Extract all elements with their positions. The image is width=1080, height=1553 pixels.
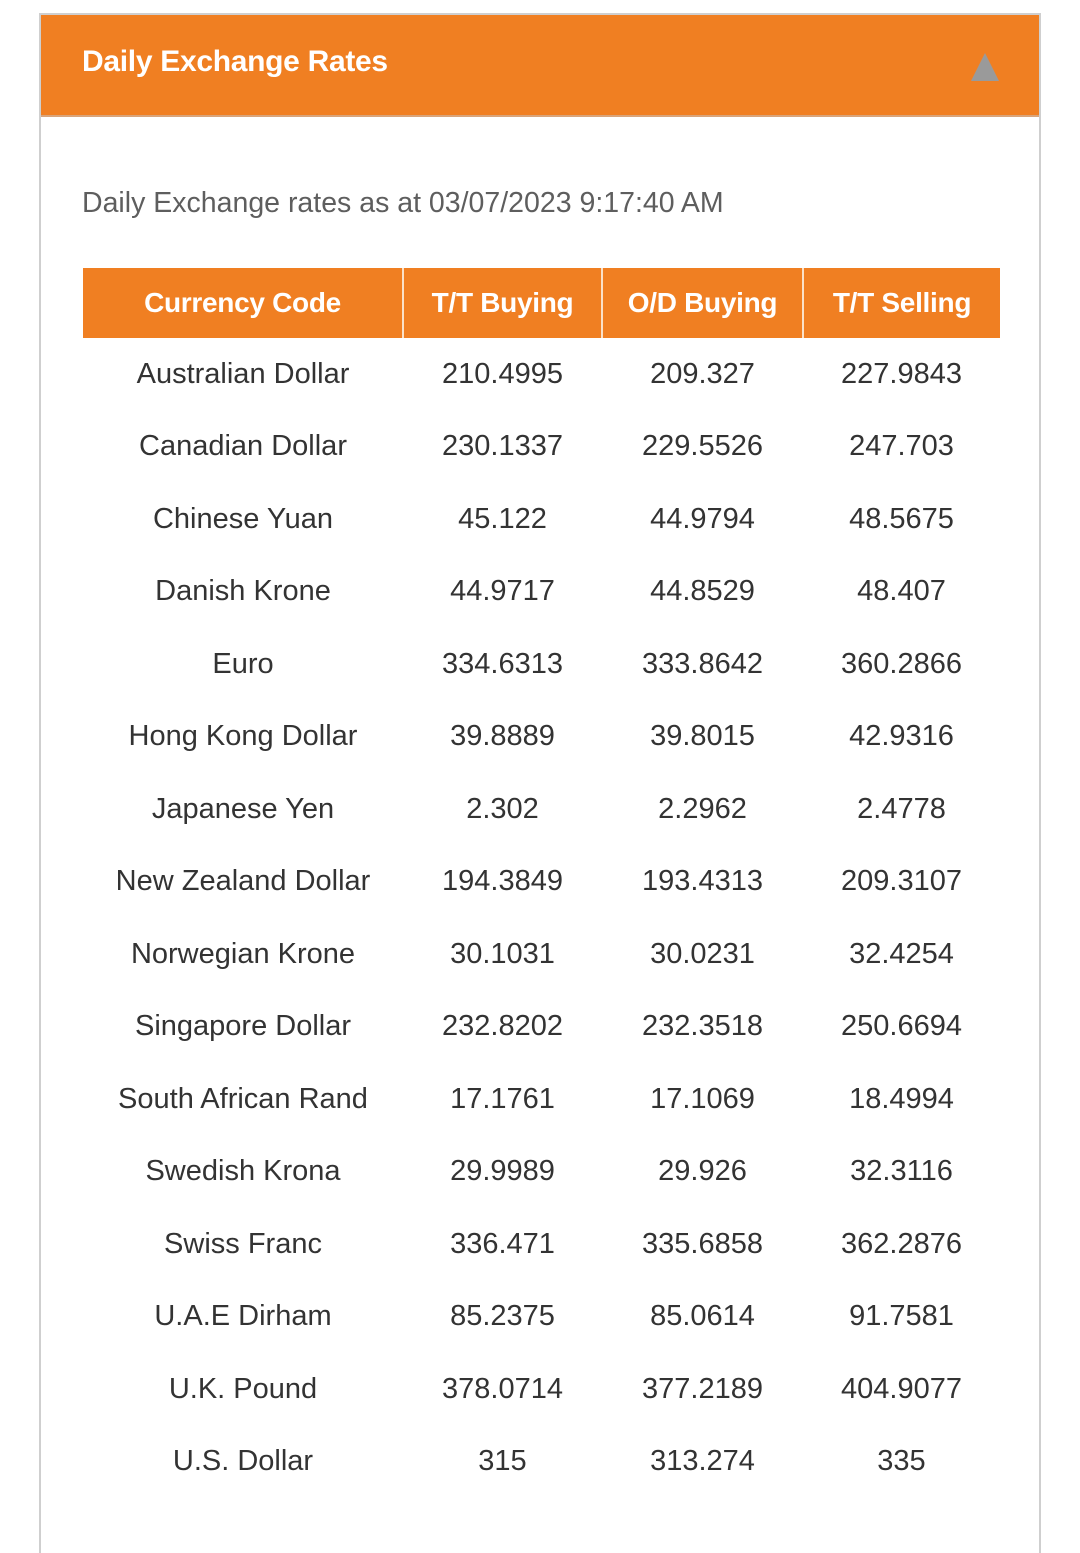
tt-selling-value: 404.9077 [841, 1372, 962, 1405]
tt-selling-value: 360.2866 [841, 647, 962, 680]
currency-name: Danish Krone [155, 575, 331, 608]
tt-buying-value: 29.9989 [450, 1155, 555, 1188]
tt-buying-value: 85.2375 [450, 1300, 555, 1333]
currency-name: U.K. Pound [168, 1372, 318, 1405]
tt-selling-value: 247.703 [849, 430, 954, 463]
tt-selling-value: 227.9843 [841, 357, 962, 390]
currency-name: Australian Dollar [136, 357, 350, 390]
table-row: U.S. Dollar 315 313.274 335 [83, 1426, 1000, 1499]
od-buying-value: 44.9794 [650, 502, 755, 535]
tt-buying-value: 334.6313 [442, 647, 563, 680]
tt-buying-value: 30.1031 [450, 937, 555, 970]
tt-selling-value: 32.3116 [850, 1155, 953, 1188]
table-row: U.A.E Dirham 85.2375 85.0614 91.7581 [83, 1281, 1000, 1354]
triangle-up-icon[interactable] [971, 53, 999, 81]
currency-name: Norwegian Krone [130, 937, 356, 970]
tt-buying-value: 17.1761 [450, 1082, 555, 1115]
table-row: Danish Krone 44.9717 44.8529 48.407 [83, 556, 1000, 629]
table-row: Hong Kong Dollar 39.8889 39.8015 42.9316 [83, 701, 1000, 774]
od-buying-value: 29.926 [658, 1155, 747, 1188]
tt-selling-value: 362.2876 [841, 1227, 962, 1260]
currency-name: Singapore Dollar [134, 1010, 351, 1043]
tt-buying-value: 45.122 [458, 502, 547, 535]
column-header-currency-code: Currency Code [83, 268, 403, 338]
table-row: Japanese Yen 2.302 2.2962 2.4778 [83, 773, 1000, 846]
od-buying-value: 44.8529 [650, 575, 755, 608]
column-header-od-buying: O/D Buying [601, 268, 803, 338]
column-header-tt-selling: T/T Selling [802, 268, 1000, 338]
currency-name: Swedish Krona [145, 1155, 341, 1188]
tt-buying-value: 210.4995 [442, 357, 563, 390]
tt-selling-value: 335 [877, 1445, 926, 1478]
od-buying-value: 229.5526 [642, 430, 763, 463]
tt-buying-value: 230.1337 [442, 430, 563, 463]
od-buying-value: 2.2962 [658, 792, 747, 825]
tt-selling-value: 2.4778 [857, 792, 946, 825]
table-row: Swedish Krona 29.9989 29.926 32.3116 [83, 1136, 1000, 1209]
currency-name: U.S. Dollar [172, 1445, 314, 1478]
currency-name: New Zealand Dollar [115, 865, 371, 898]
tt-buying-value: 232.8202 [442, 1010, 563, 1043]
table-row: Euro 334.6313 333.8642 360.2866 [83, 628, 1000, 701]
tt-buying-value: 315 [478, 1445, 527, 1478]
currency-name: South African Rand [118, 1082, 368, 1115]
table-row: Chinese Yuan 45.122 44.9794 48.5675 [83, 483, 1000, 556]
od-buying-value: 30.0231 [650, 937, 755, 970]
panel-header[interactable]: Daily Exchange Rates [41, 15, 1039, 117]
tt-selling-value: 91.7581 [849, 1300, 954, 1333]
tt-buying-value: 44.9717 [450, 575, 555, 608]
od-buying-value: 193.4313 [642, 865, 763, 898]
tt-selling-value: 250.6694 [841, 1010, 962, 1043]
currency-name: Chinese Yuan [152, 502, 334, 535]
tt-selling-value: 32.4254 [849, 937, 954, 970]
tt-selling-value: 48.407 [857, 575, 946, 608]
od-buying-value: 17.1069 [650, 1082, 755, 1115]
exchange-rates-panel: Daily Exchange Rates Daily Exchange rate… [39, 13, 1041, 1553]
od-buying-value: 232.3518 [642, 1010, 763, 1043]
currency-name: Swiss Franc [164, 1227, 322, 1260]
panel-title: Daily Exchange Rates [82, 45, 388, 78]
tt-buying-value: 39.8889 [450, 720, 555, 753]
tt-selling-value: 209.3107 [841, 865, 962, 898]
currency-name: Japanese Yen [151, 792, 335, 825]
currency-name: U.A.E Dirham [154, 1300, 332, 1333]
table-header-row: Currency Code T/T Buying O/D Buying T/T … [83, 268, 1000, 338]
currency-name: Euro [212, 647, 274, 680]
table-row: Norwegian Krone 30.1031 30.0231 32.4254 [83, 918, 1000, 991]
table-row: South African Rand 17.1761 17.1069 18.4994 [83, 1063, 1000, 1136]
column-header-tt-buying: T/T Buying [402, 268, 602, 338]
table-row: U.K. Pound 378.0714 377.2189 404.9077 [83, 1353, 1000, 1426]
od-buying-value: 377.2189 [642, 1372, 763, 1405]
rates-timestamp: Daily Exchange rates as at 03/07/2023 9:… [82, 187, 724, 219]
od-buying-value: 85.0614 [650, 1300, 755, 1333]
tt-buying-value: 194.3849 [442, 865, 563, 898]
table-row: Canadian Dollar 230.1337 229.5526 247.703 [83, 411, 1000, 484]
table-row: Australian Dollar 210.4995 209.327 227.9843 [83, 338, 1000, 411]
od-buying-value: 333.8642 [642, 647, 763, 680]
currency-name: Canadian Dollar [139, 430, 347, 463]
tt-selling-value: 42.9316 [849, 720, 954, 753]
tt-buying-value: 2.302 [466, 792, 539, 825]
tt-selling-value: 48.5675 [849, 502, 954, 535]
tt-selling-value: 18.4994 [849, 1082, 954, 1115]
table-row: New Zealand Dollar 194.3849 193.4313 209.31… [83, 846, 1000, 919]
table-row: Swiss Franc 336.471 335.6858 362.2876 [83, 1208, 1000, 1281]
currency-name: Hong Kong Dollar [128, 720, 358, 753]
od-buying-value: 209.327 [650, 357, 755, 390]
od-buying-value: 313.274 [650, 1445, 755, 1478]
tt-buying-value: 378.0714 [442, 1372, 563, 1405]
table-row: Singapore Dollar 232.8202 232.3518 250.6694 [83, 991, 1000, 1064]
od-buying-value: 39.8015 [650, 720, 755, 753]
tt-buying-value: 336.471 [450, 1227, 555, 1260]
exchange-rates-table: Currency Code T/T Buying O/D Buying T/T … [83, 268, 1000, 1498]
od-buying-value: 335.6858 [642, 1227, 763, 1260]
